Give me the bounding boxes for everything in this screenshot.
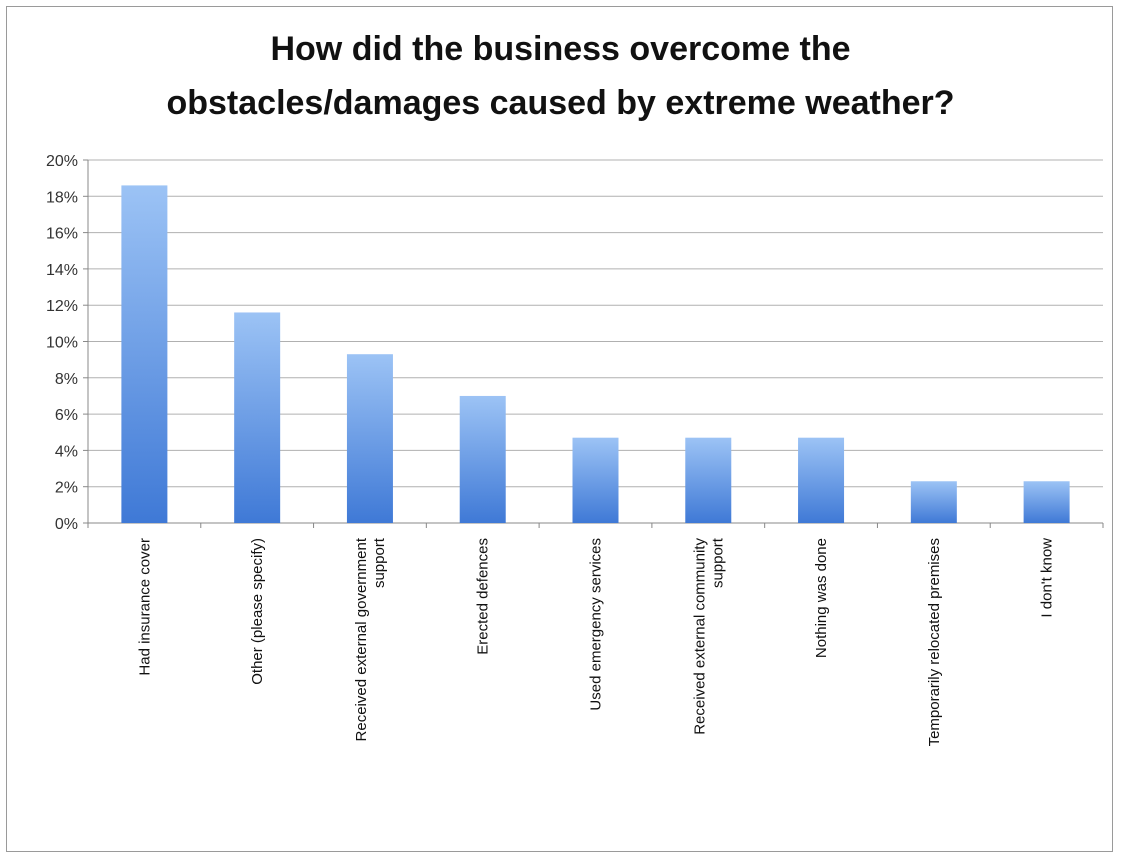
bar	[121, 185, 168, 523]
y-tick-label: 6%	[55, 407, 78, 424]
chart-frame	[6, 6, 1113, 852]
y-tick-label: 10%	[46, 335, 78, 352]
x-category-label: Other (please specify)	[249, 538, 266, 685]
y-tick-label: 4%	[55, 443, 78, 460]
x-category-label: Erected defences	[475, 538, 492, 655]
y-tick-label: 12%	[46, 298, 78, 315]
bar	[572, 437, 619, 523]
chart-title-line-2: obstacles/damages caused by extreme weat…	[166, 84, 955, 122]
chart-title-line-1: How did the business overcome the	[270, 30, 851, 68]
y-tick-label: 18%	[46, 189, 78, 206]
x-category-label: support	[371, 537, 388, 588]
chart-title: How did the business overcome the obstac…	[0, 22, 1121, 130]
bars	[121, 185, 1070, 523]
x-category-label: Nothing was done	[813, 538, 830, 658]
bar	[459, 395, 506, 523]
y-tick-label: 20%	[46, 153, 78, 170]
bar	[346, 354, 393, 523]
axes: 0% 2% 4% 6% 8% 10% 12% 14% 16% 18% 20%	[46, 153, 1104, 533]
y-tick-label: 0%	[55, 516, 78, 533]
x-category-label: support	[709, 537, 726, 588]
y-tick-label: 14%	[46, 262, 78, 279]
x-category-label: I don't know	[1039, 538, 1056, 618]
x-category-label: Used emergency services	[588, 538, 605, 711]
category-labels: Had insurance cover Other (please specify…	[136, 537, 1055, 746]
bar	[1023, 481, 1070, 523]
x-category-label: Received external community	[691, 538, 708, 735]
bar	[234, 312, 281, 523]
x-category-label: Had insurance cover	[136, 538, 153, 676]
x-category-label: Temporarily relocated premises	[926, 538, 943, 746]
y-tick-label: 16%	[46, 226, 78, 243]
y-tick-label: 2%	[55, 480, 78, 497]
y-tick-label: 8%	[55, 371, 78, 388]
x-category-label: Received external government	[353, 537, 370, 741]
bar	[685, 437, 732, 523]
bar	[910, 481, 957, 523]
bar	[798, 437, 845, 523]
